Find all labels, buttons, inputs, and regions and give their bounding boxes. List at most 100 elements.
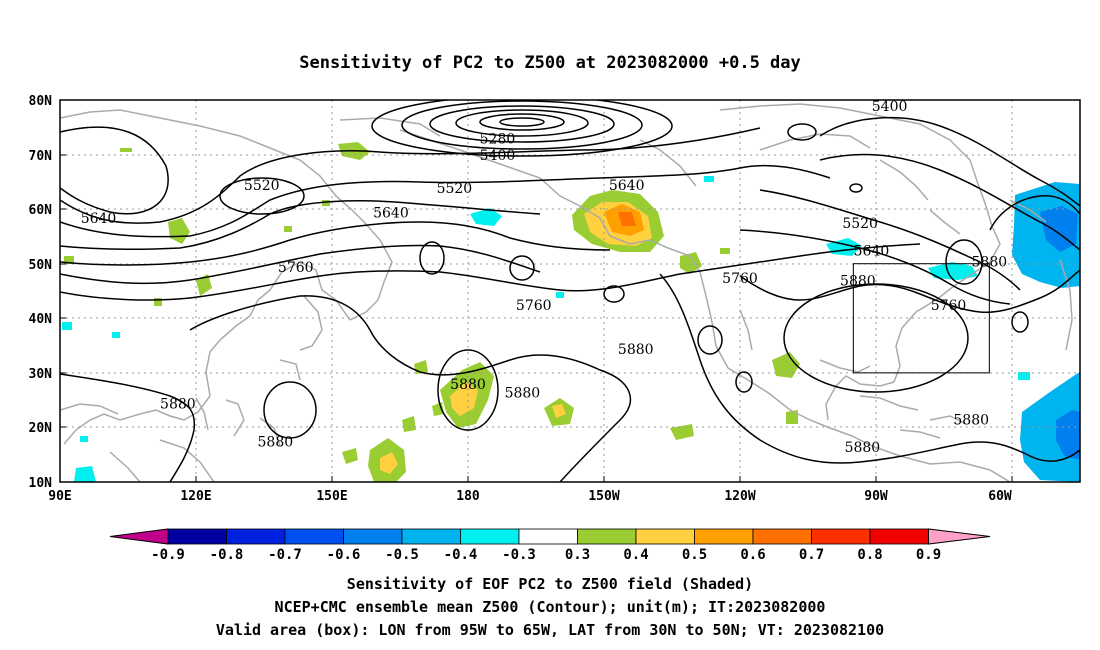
positive-sensitivity-core [618, 212, 636, 226]
positive-sensitivity-region [196, 274, 212, 296]
positive-sensitivity-region [64, 256, 74, 264]
caption-line-1: Sensitivity of EOF PC2 to Z500 field (Sh… [347, 575, 753, 593]
contour-label: 5880 [972, 254, 1008, 270]
positive-sensitivity-region [720, 248, 730, 254]
caption-line-3: Valid area (box): LON from 95W to 65W, L… [216, 621, 884, 639]
positive-sensitivity-region [284, 226, 292, 232]
colorbar-tick-label: 0.9 [916, 547, 941, 563]
contour-label: 5880 [450, 377, 486, 393]
positive-sensitivity-region [772, 352, 800, 378]
colorbar-tick-label: 0.8 [857, 547, 882, 563]
lat-label: 30N [29, 367, 53, 382]
colorbar-low-extension [109, 528, 169, 545]
contour-label: 5880 [953, 413, 989, 429]
contour-label: 5880 [160, 396, 196, 412]
positive-sensitivity-region [154, 298, 162, 306]
positive-sensitivity-region [380, 452, 398, 474]
valid-area-box [852, 263, 990, 374]
contour-label: 5880 [618, 342, 654, 358]
lon-label: 180 [456, 489, 480, 504]
lon-label: 150E [316, 489, 347, 504]
lon-label: 60W [988, 489, 1012, 504]
colorbar-tick-label: 0.4 [623, 547, 648, 563]
contour-label: 5400 [480, 148, 516, 164]
colorbar: -0.9 -0.8 -0.7 -0.6 -0.5 -0.4 -0.3 0.3 0.4 0.5 0.6… [109, 528, 991, 563]
colorbar-tick-label: -0.3 [502, 547, 536, 563]
map-frame [59, 99, 1081, 483]
colorbar-swatch [226, 528, 286, 545]
positive-sensitivity-region [552, 404, 566, 418]
colorbar-tick-label: -0.6 [327, 547, 361, 563]
negative-sensitivity-region [556, 292, 564, 298]
colorbar-tick-label: -0.4 [444, 547, 478, 563]
positive-sensitivity-region [450, 382, 478, 416]
colorbar-tick-label: -0.8 [210, 547, 244, 563]
contour-label: 5520 [244, 178, 280, 194]
colorbar-swatch [167, 528, 227, 545]
contour-label: 5760 [278, 260, 314, 276]
contour-label: 5640 [609, 178, 645, 194]
colorbar-swatch [460, 528, 520, 545]
lat-label: 10N [29, 476, 53, 491]
colorbar-tick-label: 0.3 [565, 547, 590, 563]
negative-sensitivity-region [928, 262, 978, 280]
lon-label: 120W [724, 489, 755, 504]
lon-label: 90W [864, 489, 888, 504]
negative-sensitivity-region [62, 322, 72, 330]
contour-label: 5760 [516, 298, 552, 314]
colorbar-swatch [694, 528, 754, 545]
colorbar-swatch [811, 528, 871, 545]
lat-label: 80N [29, 94, 53, 109]
contour-label: 5280 [480, 132, 516, 148]
lat-label: 50N [29, 258, 53, 273]
positive-sensitivity-region [322, 200, 330, 206]
contour-label: 5760 [722, 271, 758, 287]
lat-label: 20N [29, 421, 53, 436]
lon-label: 120E [180, 489, 211, 504]
z500-contours [60, 100, 1080, 482]
sensitivity-shading [62, 142, 1080, 482]
positive-sensitivity-region [120, 148, 132, 152]
colorbar-tick-label: -0.5 [385, 547, 419, 563]
positive-sensitivity-region [786, 410, 798, 424]
colorbar-tick-label: -0.9 [151, 547, 185, 563]
contour-label: 5880 [840, 274, 876, 290]
lon-label: 150W [588, 489, 619, 504]
lat-label: 40N [29, 312, 53, 327]
colorbar-swatch [518, 528, 578, 545]
contour-label: 5520 [842, 216, 878, 232]
positive-sensitivity-region [342, 448, 358, 464]
negative-sensitivity-region [470, 208, 502, 226]
colorbar-swatch [635, 528, 695, 545]
negative-sensitivity-region [704, 176, 714, 182]
contour-label: 5640 [373, 205, 409, 221]
negative-sensitivity-region [1018, 372, 1030, 380]
colorbar-tick-label: 0.7 [799, 547, 824, 563]
contour-label: 5880 [845, 440, 881, 456]
figure-title: Sensitivity of PC2 to Z500 at 2023082000… [299, 53, 801, 73]
caption-line-2: NCEP+CMC ensemble mean Z500 (Contour); u… [275, 598, 826, 616]
positive-sensitivity-region [670, 424, 694, 440]
contour-label: 5640 [854, 244, 890, 260]
colorbar-tick-label: -0.7 [268, 547, 302, 563]
contour-label: 5880 [258, 435, 294, 451]
colorbar-tick-label: 0.6 [740, 547, 765, 563]
negative-sensitivity-region [112, 332, 120, 338]
colorbar-swatch [869, 528, 929, 545]
colorbar-high-extension [928, 528, 991, 545]
lon-label: 90E [48, 489, 71, 504]
colorbar-swatch [343, 528, 403, 545]
negative-sensitivity-region [74, 466, 96, 482]
lat-label: 70N [29, 149, 53, 164]
contour-label: 5400 [872, 99, 908, 115]
contour-label: 5640 [81, 211, 117, 227]
colorbar-tick-label: 0.5 [682, 547, 707, 563]
positive-sensitivity-region [168, 218, 190, 244]
colorbar-swatch [401, 528, 461, 545]
latitude-labels: 80N 70N 60N 50N 40N 30N 20N 10N [29, 94, 53, 491]
coastlines [60, 103, 1073, 482]
map-ticks [59, 99, 1013, 482]
